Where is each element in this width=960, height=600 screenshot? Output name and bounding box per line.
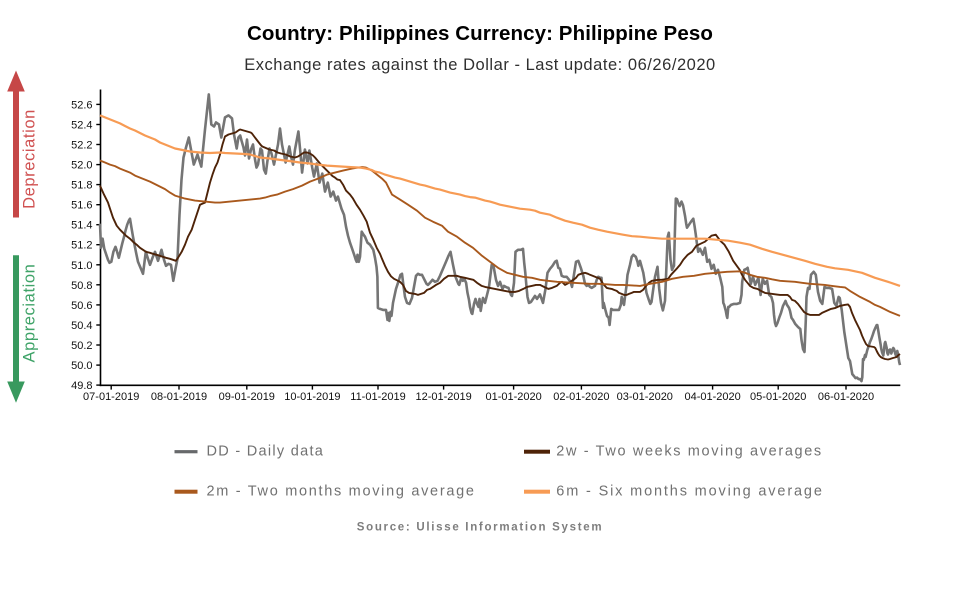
svg-text:01-01-2020: 01-01-2020 bbox=[485, 391, 541, 403]
svg-text:51.8: 51.8 bbox=[71, 180, 92, 192]
svg-text:6m - Six months moving average: 6m - Six months moving average bbox=[556, 484, 823, 500]
svg-text:DD - Daily data: DD - Daily data bbox=[207, 444, 325, 460]
svg-text:11-01-2019: 11-01-2019 bbox=[350, 391, 405, 403]
svg-text:Appreciation: Appreciation bbox=[20, 264, 38, 363]
svg-text:08-01-2019: 08-01-2019 bbox=[151, 391, 207, 403]
svg-text:05-01-2020: 05-01-2020 bbox=[750, 391, 806, 403]
svg-text:06-01-2020: 06-01-2020 bbox=[818, 391, 874, 403]
svg-text:50.6: 50.6 bbox=[71, 300, 92, 312]
svg-text:Depreciation: Depreciation bbox=[20, 109, 38, 209]
svg-text:03-01-2020: 03-01-2020 bbox=[617, 391, 673, 403]
svg-text:52.0: 52.0 bbox=[71, 160, 92, 172]
svg-text:2m - Two months moving average: 2m - Two months moving average bbox=[207, 484, 476, 500]
svg-text:Source: Ulisse Information Sys: Source: Ulisse Information System bbox=[357, 522, 604, 534]
svg-text:51.0: 51.0 bbox=[71, 260, 92, 272]
svg-text:52.4: 52.4 bbox=[71, 120, 92, 132]
svg-text:50.0: 50.0 bbox=[71, 360, 92, 372]
svg-text:51.6: 51.6 bbox=[71, 200, 92, 212]
svg-text:Country: Philippines Currency:: Country: Philippines Currency: Philippin… bbox=[247, 22, 713, 45]
svg-text:49.8: 49.8 bbox=[71, 380, 92, 392]
svg-text:02-01-2020: 02-01-2020 bbox=[553, 391, 609, 403]
svg-text:52.2: 52.2 bbox=[71, 140, 92, 152]
svg-text:09-01-2019: 09-01-2019 bbox=[219, 391, 275, 403]
svg-text:04-01-2020: 04-01-2020 bbox=[684, 391, 740, 403]
svg-text:52.6: 52.6 bbox=[71, 99, 92, 111]
svg-text:50.2: 50.2 bbox=[71, 340, 92, 352]
svg-text:Exchange rates against the Dol: Exchange rates against the Dollar - Last… bbox=[244, 56, 716, 74]
svg-text:51.2: 51.2 bbox=[71, 240, 92, 252]
svg-text:10-01-2019: 10-01-2019 bbox=[284, 391, 340, 403]
svg-text:12-01-2019: 12-01-2019 bbox=[415, 391, 471, 403]
svg-text:50.8: 50.8 bbox=[71, 280, 92, 292]
svg-text:2w - Two weeks moving averages: 2w - Two weeks moving averages bbox=[556, 444, 823, 460]
svg-text:07-01-2019: 07-01-2019 bbox=[83, 391, 139, 403]
svg-text:51.4: 51.4 bbox=[71, 220, 92, 232]
svg-text:50.4: 50.4 bbox=[71, 320, 92, 332]
